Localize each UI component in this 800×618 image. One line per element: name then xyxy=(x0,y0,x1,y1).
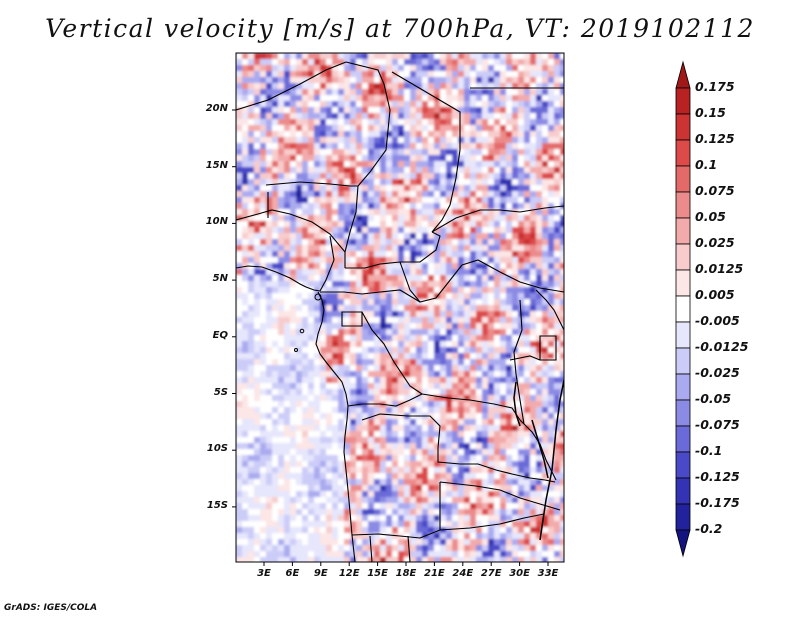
lake-outlines xyxy=(513,379,564,541)
colorbar-swatch xyxy=(675,60,691,89)
colorbar-label: 0.05 xyxy=(695,209,726,224)
colorbar-swatch xyxy=(675,451,691,479)
colorbar-swatch xyxy=(675,87,691,115)
colorbar-label: -0.1 xyxy=(695,443,723,458)
lon-label: 21E xyxy=(424,568,445,579)
colorbar-label: 0.005 xyxy=(695,287,735,302)
colorbar-label: -0.05 xyxy=(695,391,732,406)
colorbar-swatch xyxy=(675,529,691,558)
lon-label: 6E xyxy=(285,568,300,579)
lat-label: 5N xyxy=(212,273,228,285)
colorbar-label: 0.1 xyxy=(695,157,718,172)
colorbar-label: 0.15 xyxy=(695,105,726,120)
lon-label: 15E xyxy=(367,568,388,579)
colorbar-swatch xyxy=(675,399,691,427)
velocity-field xyxy=(236,53,564,562)
colorbar-swatch xyxy=(675,191,691,219)
colorbar-swatch xyxy=(675,243,691,271)
colorbar-label: -0.005 xyxy=(695,313,740,328)
lat-label: 20N xyxy=(205,103,228,114)
colorbar-swatch xyxy=(675,295,691,323)
lat-label: 5S xyxy=(213,386,228,398)
lon-label: 27E xyxy=(480,568,502,579)
colorbar-swatch xyxy=(675,165,691,193)
colorbar-label: 0.125 xyxy=(695,131,735,146)
colorbar-swatch xyxy=(675,139,691,167)
colorbar-label: 0.025 xyxy=(695,235,735,250)
colorbar-swatch xyxy=(675,269,691,297)
lon-label: 30E xyxy=(509,568,530,579)
colorbar-label: 0.0125 xyxy=(695,261,744,276)
lon-label: 33E xyxy=(537,568,559,579)
credit-text: GrADS: IGES/COLA xyxy=(4,603,98,613)
colorbar-swatch xyxy=(675,321,691,349)
colorbar-label: -0.125 xyxy=(695,469,740,484)
lat-label: 15S xyxy=(206,499,228,511)
colorbar-swatch xyxy=(675,347,691,375)
lat-label: 10S xyxy=(206,443,228,455)
colorbar xyxy=(675,60,691,558)
coastal-islands xyxy=(294,293,322,352)
colorbar-swatch xyxy=(675,477,691,505)
country-borders xyxy=(236,61,564,562)
colorbar-label: -0.175 xyxy=(695,495,740,510)
colorbar-label: -0.2 xyxy=(695,521,723,536)
colorbar-swatch xyxy=(675,217,691,245)
colorbar-swatch xyxy=(675,503,691,531)
lon-label: 9E xyxy=(313,568,328,579)
colorbar-label: -0.075 xyxy=(695,417,740,432)
colorbar-label: 0.175 xyxy=(695,79,735,94)
colorbar-swatch xyxy=(675,373,691,401)
colorbar-swatch xyxy=(675,113,691,141)
lon-label: 12E xyxy=(338,568,360,579)
lat-label: EQ xyxy=(212,329,228,341)
chart-title: Vertical velocity [m/s] at 700hPa, VT: 2… xyxy=(45,14,755,43)
map-frame xyxy=(235,52,565,563)
lat-label: 10N xyxy=(205,216,228,228)
lon-label: 18E xyxy=(395,568,417,579)
colorbar-swatch xyxy=(675,425,691,453)
colorbar-label: 0.075 xyxy=(695,183,735,198)
colorbar-label: -0.0125 xyxy=(695,339,749,354)
lat-label: 15N xyxy=(205,159,228,171)
lon-label: 24E xyxy=(452,568,474,579)
axis-ticks xyxy=(232,109,549,566)
colorbar-label: -0.025 xyxy=(695,365,740,380)
lon-label: 3E xyxy=(257,568,271,579)
